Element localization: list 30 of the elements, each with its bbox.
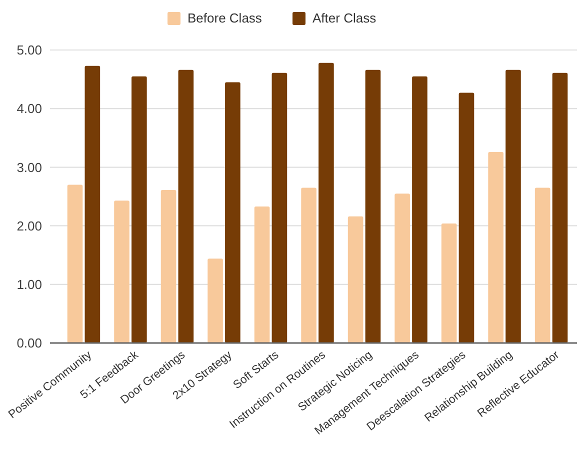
- bar: [506, 70, 521, 343]
- bar: [534, 188, 550, 343]
- bar: [132, 76, 147, 343]
- bar: [114, 200, 130, 343]
- bar: [178, 70, 194, 343]
- bar: [208, 258, 223, 343]
- legend-label: Before Class: [188, 10, 262, 26]
- bar: [160, 190, 176, 343]
- bar: [301, 188, 316, 343]
- y-tick-label: 4.00: [16, 101, 42, 116]
- bar: [552, 72, 568, 343]
- bar: [254, 206, 270, 343]
- y-tick-label: 1.00: [16, 276, 42, 292]
- bar: [225, 82, 240, 343]
- bar: [84, 66, 100, 343]
- y-tick-label: 5.00: [16, 42, 42, 58]
- y-tick-label: 0.00: [16, 336, 42, 351]
- bar: [412, 76, 428, 343]
- bar: [488, 152, 504, 343]
- bar: [365, 70, 381, 343]
- bar: [441, 223, 457, 343]
- legend-label: After Class: [312, 10, 377, 26]
- bar: [318, 62, 334, 343]
- bar: [394, 194, 410, 343]
- bar: [67, 184, 83, 343]
- bar: [272, 72, 288, 343]
- bar: [348, 216, 364, 343]
- y-tick-label: 3.00: [16, 160, 42, 175]
- y-tick-label: 2.00: [16, 218, 42, 234]
- bar: [458, 92, 474, 343]
